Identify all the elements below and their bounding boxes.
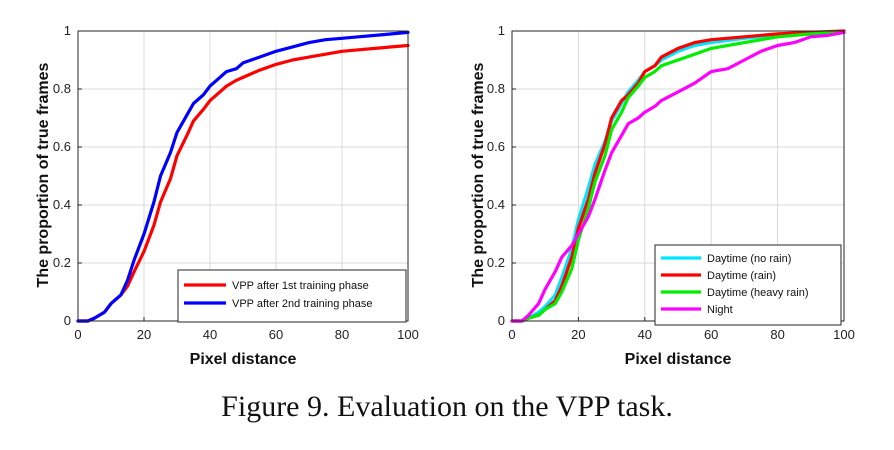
y-tick-label: 0.2: [487, 255, 505, 270]
legend-label-1: Daytime (no rain): [707, 253, 791, 265]
y-tick-label: 0.2: [53, 255, 71, 270]
y-tick-label: 1: [498, 23, 505, 38]
y-tick-label: 0: [498, 313, 505, 328]
y-tick-label: 0.4: [53, 197, 71, 212]
y-tick-label: 0.6: [53, 139, 71, 154]
x-tick-label: 40: [638, 327, 652, 342]
chart-right: The proportion of true frames Pixel dist…: [470, 23, 855, 368]
y-tick-label: 0.4: [487, 197, 505, 212]
x-tick-label: 40: [203, 327, 217, 342]
chart-left: The proportion of true frames Pixel dist…: [35, 23, 419, 368]
x-tick-label: 20: [137, 327, 151, 342]
y-axis-label: The proportion of true frames: [35, 62, 52, 287]
y-tick-label: 0.6: [487, 139, 505, 154]
x-tick-label: 60: [269, 327, 283, 342]
figure-caption: Figure 9. Evaluation on the VPP task.: [221, 390, 673, 423]
legend-label-1: VPP after 1st training phase: [232, 280, 369, 292]
legend-label-2: VPP after 2nd training phase: [232, 298, 372, 310]
x-tick-label: 0: [74, 327, 81, 342]
x-tick-label: 80: [335, 327, 349, 342]
y-tick-label: 0.8: [53, 81, 71, 96]
legend-label-4: Night: [707, 304, 733, 316]
x-tick-label: 0: [508, 327, 515, 342]
x-axis-label: Pixel distance: [625, 351, 732, 368]
legend-box: [177, 269, 407, 323]
y-axis-label: The proportion of true frames: [470, 62, 487, 287]
x-tick-label: 20: [571, 327, 585, 342]
y-tick-label: 1: [64, 23, 71, 38]
x-tick-label: 60: [704, 327, 718, 342]
legend-label-2: Daytime (rain): [707, 270, 776, 282]
y-tick-label: 0: [64, 313, 71, 328]
series-line-3: [510, 30, 846, 323]
legend-label-3: Daytime (heavy rain): [707, 287, 808, 299]
x-tick-label: 80: [770, 327, 784, 342]
y-tick-label: 0.8: [487, 81, 505, 96]
x-tick-label: 100: [833, 327, 855, 342]
x-tick-label: 100: [397, 327, 419, 342]
series-line-4: [510, 30, 846, 323]
x-axis-label: Pixel distance: [190, 351, 297, 368]
series-line-2: [76, 30, 410, 323]
